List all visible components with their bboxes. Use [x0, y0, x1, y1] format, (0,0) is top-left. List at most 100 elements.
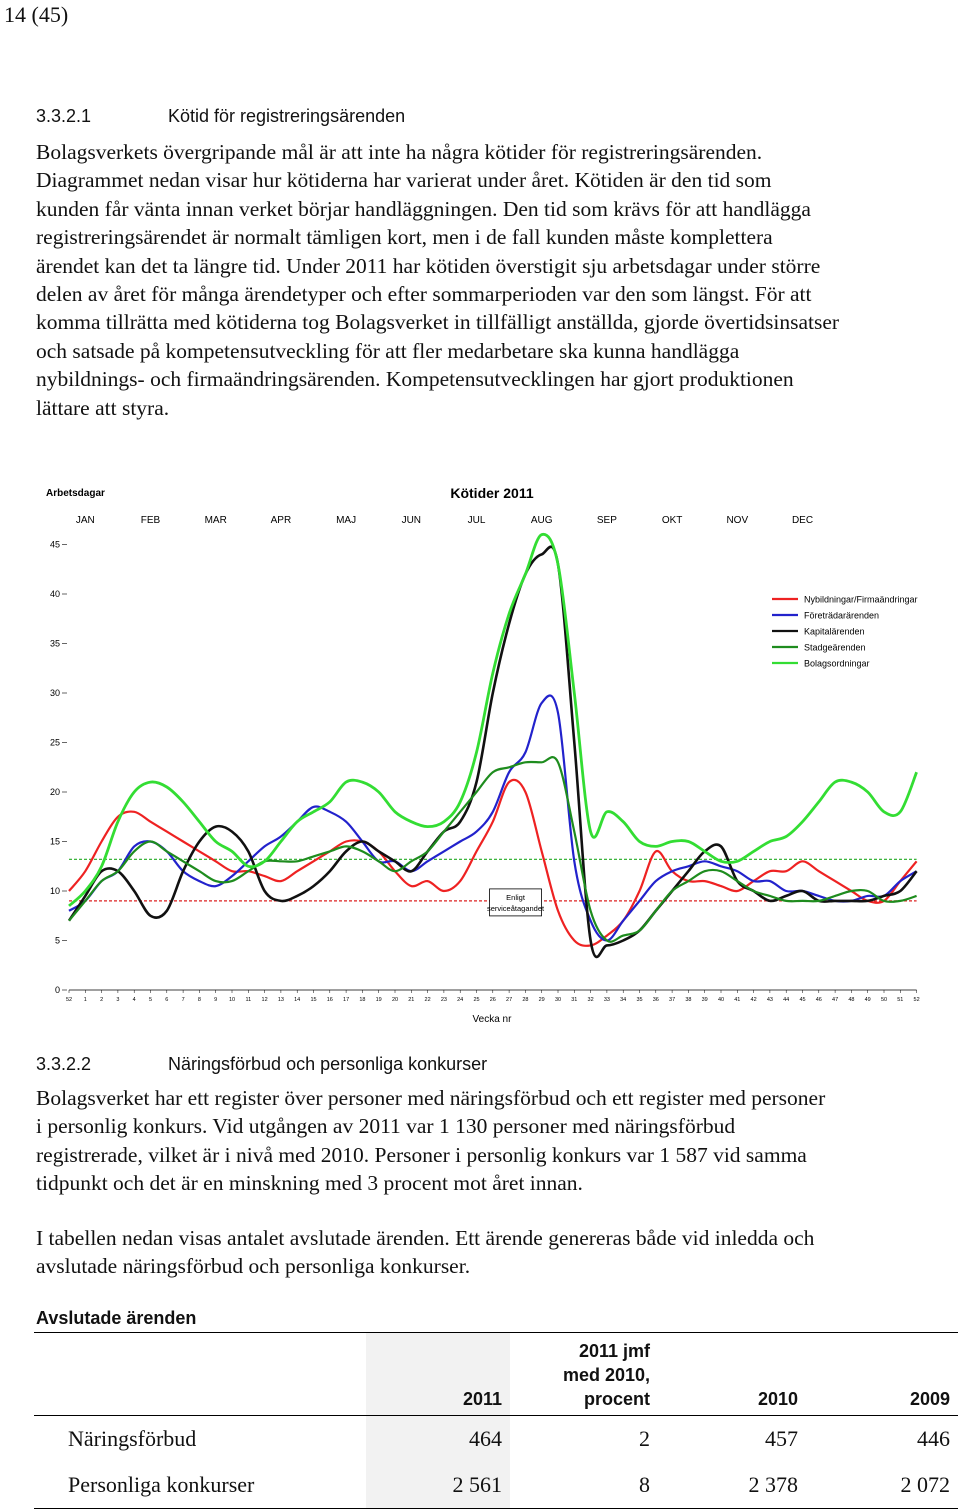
x-tick-label: 1	[84, 997, 87, 1003]
x-tick-label: 25	[473, 997, 479, 1003]
x-tick-label: 48	[848, 997, 854, 1003]
x-tick-label: 13	[278, 997, 284, 1003]
x-tick-label: 52	[66, 997, 72, 1003]
x-tick-label: 26	[490, 997, 496, 1003]
x-axis-ticks: 52 1 2 3 4 5 6 7 8 9 10 11 12 13 14 15 16 17 18 19 20 21 22 23 2…	[66, 989, 920, 1003]
x-tick-label: 29	[539, 997, 545, 1003]
service-commitment-annotation: Enligt serviceåtagandet	[487, 888, 545, 917]
x-tick-label: 6	[165, 997, 168, 1003]
section-heading-naringsforbud: 3.3.2.2 Näringsförbud och personliga konk…	[36, 1054, 487, 1075]
x-tick-label: 47	[832, 997, 838, 1003]
x-tick-label: 12	[262, 997, 268, 1003]
month-label: OKT	[662, 515, 683, 526]
y-tick-label: 0	[55, 985, 60, 995]
section-number: 3.3.2.2	[36, 1054, 92, 1074]
cell-change: 2	[639, 1426, 650, 1451]
section-title: Kötid för registreringsärenden	[168, 106, 406, 126]
row-label: Näringsförbud	[68, 1426, 197, 1451]
text-line: och satsade på kompetensutveckling för a…	[36, 338, 740, 363]
series-lines	[67, 532, 918, 959]
cell-2009: 446	[917, 1426, 950, 1451]
chart-legend: Nybildningar/Firmaändringar Företrädaräre…	[772, 595, 918, 669]
x-tick-label: 14	[294, 997, 300, 1003]
y-axis-label: Arbetsdagar	[46, 488, 105, 499]
cell-2011: 2 561	[366, 1462, 510, 1509]
closed-cases-table: 2011 2011 jmf med 2010, procent 2010 200…	[34, 1332, 958, 1509]
text-line: registreringsärendet är normalt tämligen…	[36, 225, 773, 250]
chart-background	[36, 478, 950, 1026]
x-axis-label: Vecka nr	[473, 1014, 513, 1025]
x-tick-label: 8	[198, 997, 201, 1003]
x-tick-label: 32	[588, 997, 594, 1003]
annotation-box	[489, 888, 542, 917]
text-line: registrerade, vilket är i nivå med 2010.…	[36, 1142, 807, 1167]
y-tick-label: 25	[50, 738, 60, 748]
x-tick-label: 35	[636, 997, 642, 1003]
x-tick-label: 52	[914, 997, 920, 1003]
y-tick-label: 40	[50, 589, 60, 599]
month-label: JAN	[76, 515, 95, 526]
x-tick-label: 10	[229, 997, 235, 1003]
x-tick-label: 34	[620, 997, 626, 1003]
month-label: MAJ	[336, 515, 356, 526]
y-tick-label: 35	[50, 639, 60, 649]
month-label: SEP	[597, 515, 617, 526]
annotation-text-line-2: serviceåtagandet	[487, 904, 545, 913]
table-row: Personliga konkurser 2 561 8 2 378 2 072	[34, 1462, 958, 1509]
x-tick-label: 18	[359, 997, 365, 1003]
month-label: JUN	[402, 515, 421, 526]
month-label: FEB	[141, 515, 161, 526]
x-tick-label: 22	[425, 997, 431, 1003]
x-tick-label: 50	[881, 997, 887, 1003]
text-line: Bolagsverkets övergripande mål är att in…	[36, 140, 763, 164]
x-tick-label: 51	[897, 997, 903, 1003]
y-tick-label: 15	[50, 837, 60, 847]
y-tick-label: 45	[50, 540, 60, 550]
month-label: NOV	[726, 515, 748, 526]
x-tick-label: 44	[783, 997, 789, 1003]
x-tick-label: 31	[571, 997, 577, 1003]
legend-entry: Bolagsordningar	[804, 659, 870, 669]
x-tick-label: 41	[734, 997, 740, 1003]
series-line	[68, 694, 918, 942]
x-tick-label: 30	[555, 997, 561, 1003]
month-labels: JAN FEB MAR APR MAJ JUN JUL AUG SEP OKT NOV DEC	[76, 515, 813, 526]
text-line: Bolagsverket har ett register över perso…	[36, 1086, 826, 1110]
legend-entry: Nybildningar/Firmaändringar	[804, 595, 918, 605]
legend-entry: Stadgeärenden	[804, 643, 866, 653]
x-tick-label: 15	[310, 997, 316, 1003]
section-number: 3.3.2.1	[36, 106, 92, 126]
cell-change: 8	[639, 1472, 650, 1497]
x-tick-label: 11	[245, 997, 251, 1003]
x-tick-label: 23	[441, 997, 447, 1003]
x-tick-label: 33	[604, 997, 610, 1003]
x-tick-label: 37	[669, 997, 675, 1003]
row-label: Personliga konkurser	[68, 1472, 255, 1497]
y-axis-ticks: 0 5 10 15 20 25 30 35 40 45	[50, 540, 67, 995]
text-line: komma tillrätta med kötiderna tog Bolags…	[36, 310, 840, 335]
header-change-line-2: med 2010,	[562, 1365, 650, 1385]
paragraph-table-intro: I tabellen nedan visas antalet avslutade…	[36, 1224, 936, 1281]
text-line: kunden får vänta innan verket börjar han…	[36, 196, 811, 221]
table-title: Avslutade ärenden	[36, 1308, 197, 1328]
month-label: MAR	[205, 515, 227, 526]
x-tick-label: 49	[865, 997, 871, 1003]
series-line	[68, 532, 918, 907]
x-tick-label: 20	[392, 997, 398, 1003]
x-tick-label: 24	[457, 997, 463, 1003]
header-2011: 2011	[366, 1332, 510, 1416]
x-tick-label: 43	[767, 997, 773, 1003]
text-line: I tabellen nedan visas antalet avslutade…	[36, 1226, 815, 1250]
text-line: ärendet kan det ta längre tid. Under 201…	[36, 253, 821, 278]
page-number: 14 (45)	[4, 2, 69, 27]
text-line: avslutade näringsförbud och personliga k…	[36, 1254, 471, 1279]
text-line: lättare att styra.	[36, 395, 170, 420]
text-line: Diagrammet nedan visar hur kötiderna har…	[36, 168, 772, 193]
queue-time-chart: Arbetsdagar Kötider 2011 Vecka nr JAN FEB…	[36, 478, 950, 1026]
text-line: delen av året för många ärendetyper och …	[36, 282, 812, 307]
text-line: tidpunkt och det är en minskning med 3 p…	[36, 1171, 583, 1196]
x-tick-label: 38	[685, 997, 691, 1003]
y-tick-label: 20	[50, 787, 60, 797]
cell-2010: 457	[765, 1426, 798, 1451]
series-line	[67, 545, 918, 959]
